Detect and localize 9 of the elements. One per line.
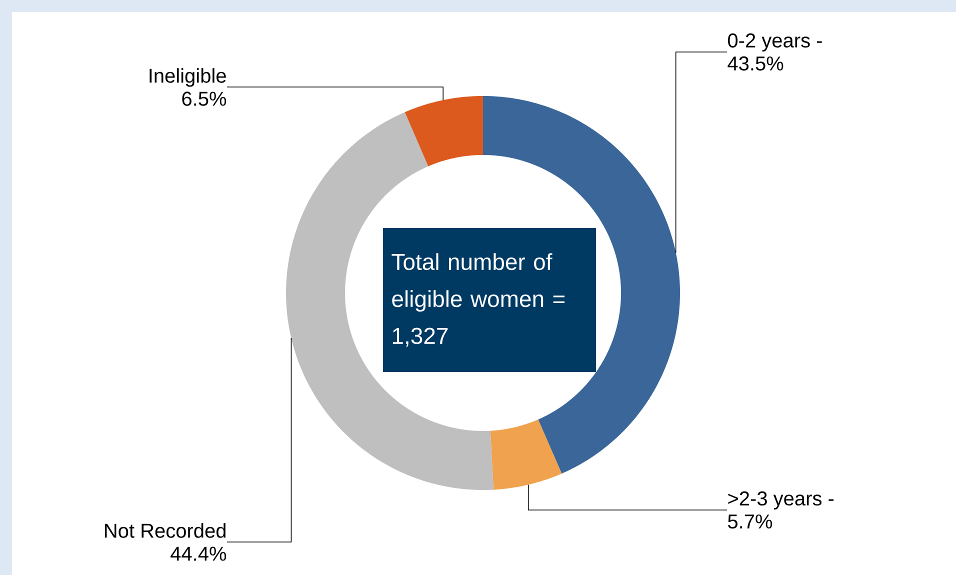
text: Total number of eligible women = 1,327 (392, 253, 565, 347)
data-label: 43.5% (728, 56, 784, 71)
slice-label: >2-3 years - (728, 491, 834, 510)
data-label: 5.7% (728, 514, 772, 529)
slice-label: 0-2 years - (728, 33, 822, 52)
slice-label: Ineligible (150, 68, 226, 87)
data-label: 44.4% (170, 546, 226, 561)
slice-label: Not Recorded (105, 523, 226, 538)
data-label: 6.5% (182, 92, 226, 106)
